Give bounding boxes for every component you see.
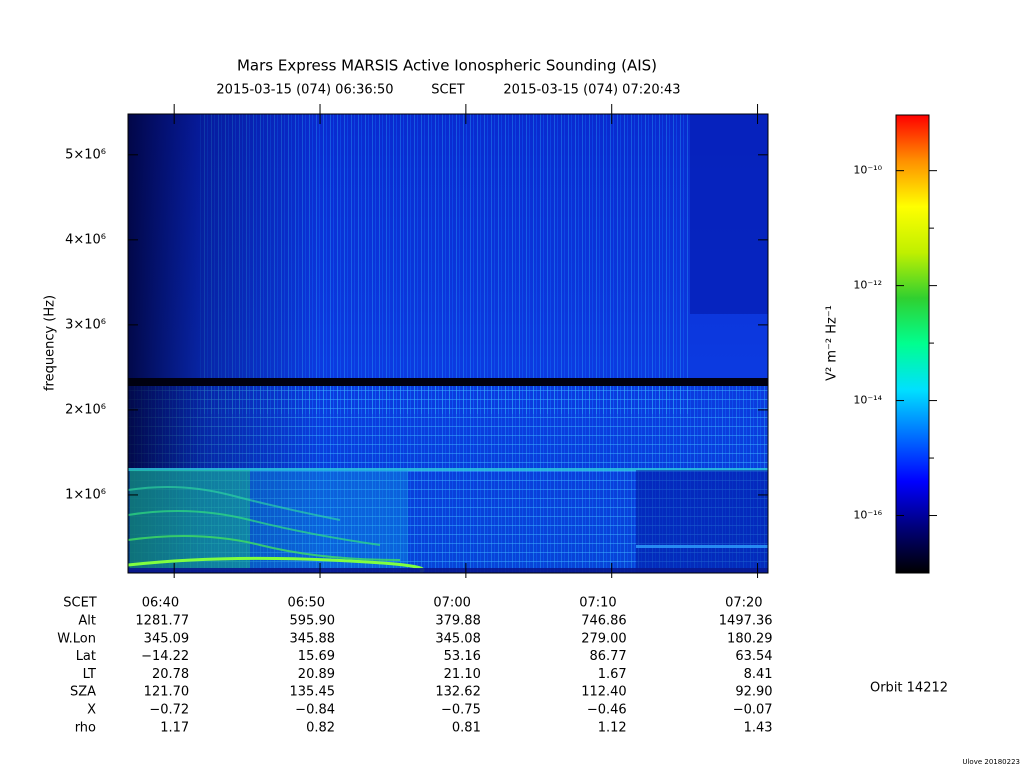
- ephemeris-value: −14.22: [141, 649, 189, 664]
- ephemeris-label: X: [87, 703, 96, 718]
- colorbar-tick-label: 10⁻¹⁶: [853, 509, 882, 522]
- ephemeris-value: −0.07: [733, 703, 773, 718]
- ephemeris-value: 279.00: [581, 631, 627, 646]
- ephemeris-label: W.Lon: [57, 631, 96, 646]
- y-axis-label: frequency (Hz): [43, 295, 58, 391]
- ephemeris-value: 132.62: [435, 685, 481, 700]
- ephemeris-value: 379.88: [435, 614, 481, 629]
- ephemeris-value: 121.70: [144, 685, 190, 700]
- ephemeris-value: 1.12: [598, 720, 627, 735]
- ephemeris-value: 135.45: [290, 685, 336, 700]
- spectrogram: [127, 114, 768, 574]
- y-tick-label: 5×10⁶: [65, 147, 106, 162]
- y-tick-label: 4×10⁶: [65, 232, 106, 247]
- x-tick-label: 07:20: [725, 596, 762, 611]
- ephemeris-label: SZA: [70, 685, 96, 700]
- ephemeris-value: −0.75: [441, 703, 481, 718]
- ephemeris-value: 595.90: [290, 614, 336, 629]
- axes: 1×10⁶ 2×10⁶ 3×10⁶ 4×10⁶ 5×10⁶ 06:40 06:50 07:00…: [57, 104, 937, 735]
- ephemeris-value: 0.81: [452, 720, 481, 735]
- ephemeris-value: 746.86: [581, 614, 627, 629]
- ephemeris-value: 92.90: [735, 685, 772, 700]
- ephemeris-value: 345.08: [435, 631, 481, 646]
- orbit-label: Orbit 14212: [870, 681, 948, 696]
- y-tick-label: 2×10⁶: [65, 402, 106, 417]
- ephemeris-header: SCET: [63, 596, 97, 611]
- colorbar: [895, 114, 930, 574]
- ephemeris-label: rho: [75, 720, 96, 735]
- ephemeris-value: 20.78: [152, 667, 189, 682]
- ephemeris-label: Alt: [78, 614, 96, 629]
- x-tick-label: 06:40: [142, 596, 179, 611]
- y-tick-label: 1×10⁶: [65, 487, 106, 502]
- colorbar-label: V² m⁻² Hz⁻¹: [825, 305, 840, 381]
- y-tick-label: 3×10⁶: [65, 317, 106, 332]
- credit: Ulove 20180223: [962, 758, 1020, 766]
- x-tick-label: 07:10: [579, 596, 616, 611]
- ephemeris-value: 63.54: [735, 649, 772, 664]
- ephemeris-label: LT: [83, 667, 96, 682]
- x-tick-label: 07:00: [433, 596, 470, 611]
- ephemeris-value: 112.40: [581, 685, 627, 700]
- ephemeris-value: 0.82: [306, 720, 335, 735]
- ephemeris-value: 180.29: [727, 631, 773, 646]
- ephemeris-value: 1.43: [744, 720, 773, 735]
- ephemeris-value: 345.88: [290, 631, 336, 646]
- end-time: 2015-03-15 (074) 07:20:43: [503, 83, 680, 98]
- ephemeris-value: 1497.36: [719, 614, 773, 629]
- ephemeris-value: 53.16: [444, 649, 481, 664]
- ephemeris-value: −0.72: [149, 703, 189, 718]
- ephemeris-value: 15.69: [298, 649, 335, 664]
- ephemeris-value: 1.17: [160, 720, 189, 735]
- ephemeris-value: −0.84: [295, 703, 335, 718]
- ephemeris-value: 1.67: [598, 667, 627, 682]
- colorbar-tick-label: 10⁻¹²: [853, 279, 882, 292]
- ephemeris-value: −0.46: [587, 703, 627, 718]
- ephemeris-label: Lat: [76, 649, 96, 664]
- colorbar-tick-label: 10⁻¹⁴: [853, 394, 882, 407]
- ephemeris-value: 21.10: [444, 667, 481, 682]
- time-system: SCET: [431, 83, 465, 98]
- ephemeris-value: 86.77: [589, 649, 626, 664]
- ephemeris-value: 345.09: [144, 631, 190, 646]
- chart-title: Mars Express MARSIS Active Ionospheric S…: [237, 57, 657, 75]
- start-time: 2015-03-15 (074) 06:36:50: [216, 83, 393, 98]
- colorbar-tick-label: 10⁻¹⁰: [853, 164, 882, 177]
- ephemeris-value: 8.41: [744, 667, 773, 682]
- plot-frame: [127, 113, 769, 574]
- ephemeris-value: 1281.77: [135, 614, 189, 629]
- x-tick-label: 06:50: [288, 596, 325, 611]
- ephemeris-value: 20.89: [298, 667, 335, 682]
